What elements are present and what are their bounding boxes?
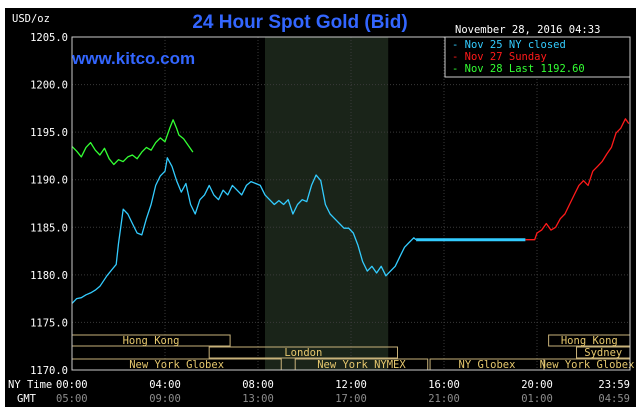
x-tick-label-ny: 16:00 <box>428 379 460 391</box>
brand-label: www.kitco.com <box>71 49 195 68</box>
series-green-line <box>71 119 194 166</box>
y-tick-label: 1185.0 <box>30 222 68 234</box>
units-label: USD/oz <box>12 13 50 25</box>
x-tick-label-ny: 23:59 <box>598 379 630 391</box>
session-label: Hong Kong <box>123 335 180 347</box>
x-tick-label-gmt: 05:00 <box>56 393 88 405</box>
x-axis-gmt-label: GMT <box>17 393 37 405</box>
session-box <box>208 346 398 359</box>
x-tick-label-ny: 08:00 <box>242 379 274 391</box>
legend-entry: - Nov 28 Last 1192.60 <box>452 63 585 75</box>
legend-entry: - Nov 27 Sunday <box>452 51 547 63</box>
session-label: London <box>284 347 322 359</box>
x-tick-label-ny: 12:00 <box>335 379 367 391</box>
y-tick-label: 1200.0 <box>30 80 68 92</box>
legend-box <box>444 36 631 78</box>
y-tick-label: 1195.0 <box>30 127 68 139</box>
x-tick-label-gmt: 09:00 <box>149 393 181 405</box>
legend-entry: - Nov 25 NY closed <box>452 39 566 51</box>
x-tick-label-ny: 20:00 <box>521 379 553 391</box>
x-tick-label-gmt: 01:00 <box>521 393 553 405</box>
session-label: Sydney <box>584 347 622 359</box>
session-label: New York Globex <box>129 359 224 371</box>
x-axis-ny-label: NY Time <box>8 379 52 391</box>
y-tick-label: 1175.0 <box>30 317 68 329</box>
series-red-line <box>525 118 630 241</box>
session-label: New York NYMEX <box>317 359 406 371</box>
y-tick-label: 1205.0 <box>30 32 68 44</box>
plot-border <box>71 36 631 371</box>
legend: - Nov 25 NY closed- Nov 27 Sunday- Nov 2… <box>444 36 631 78</box>
x-tick-label-ny: 04:00 <box>149 379 181 391</box>
x-tick-label-gmt: 17:00 <box>335 393 367 405</box>
x-tick-label-gmt: 04:59 <box>598 393 630 405</box>
series-blue-line <box>71 157 417 304</box>
chart-title: 24 Hour Spot Gold (Bid) <box>192 12 407 33</box>
y-tick-label: 1190.0 <box>30 175 68 187</box>
y-tick-label: 1180.0 <box>30 270 68 282</box>
x-tick-label-gmt: 21:00 <box>428 393 460 405</box>
timestamp-label: November 28, 2016 04:33 <box>455 24 600 36</box>
session-label: Hong Kong <box>561 335 618 347</box>
session-label: New York Globex <box>540 359 635 371</box>
x-tick-label-ny: 00:00 <box>56 379 88 391</box>
y-tick-label: 1170.0 <box>30 365 68 377</box>
shaded-session-band <box>264 37 389 370</box>
session-label: NY Globex <box>459 359 516 371</box>
x-tick-label-gmt: 13:00 <box>242 393 274 405</box>
